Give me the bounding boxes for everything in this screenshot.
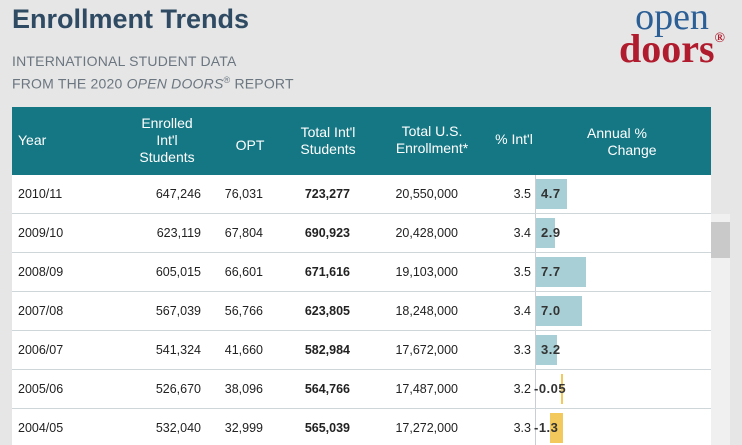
logo-open-text: open — [635, 0, 709, 38]
annual-change-label: -1.3 — [534, 420, 559, 435]
annual-change-cell: -1.3 — [534, 409, 710, 445]
annual-change-cell: 7.0 — [535, 292, 710, 330]
annual-change-cell: 3.2 — [535, 331, 710, 369]
open-doors-logo[interactable]: open doors® — [612, 0, 732, 72]
total-us-cell: 18,248,000 — [395, 304, 458, 318]
table-row: 2009/10 623,119 67,804 690,923 20,428,000 3.4… — [12, 214, 711, 253]
annual-change-cell: 4.7 — [535, 175, 710, 213]
table-row: 2010/11 647,246 76,031 723,277 20,550,000 3.5… — [12, 175, 711, 214]
annual-change-label: -0.05 — [534, 381, 567, 396]
opt-cell: 67,804 — [224, 226, 263, 240]
opt-cell: 38,096 — [224, 382, 263, 396]
enrolled-cell: 532,040 — [155, 421, 201, 435]
logo-doors-text: doors® — [618, 26, 726, 72]
year-cell: 2006/07 — [18, 343, 64, 357]
header-total-intl: Total Int'l Students — [300, 124, 356, 157]
enrolled-cell: 647,246 — [155, 187, 201, 201]
annual-change-bar — [550, 413, 563, 443]
header-opt: OPT — [235, 137, 265, 153]
annual-change-bar — [536, 257, 587, 287]
total-us-cell: 20,550,000 — [395, 187, 458, 201]
pct-intl-cell: 3.4 — [513, 226, 531, 240]
total-intl-cell: 723,277 — [304, 187, 350, 201]
annual-change-bar — [536, 179, 567, 209]
annual-change-bar — [536, 335, 557, 365]
total-us-cell: 19,103,000 — [395, 265, 458, 279]
total-us-cell: 17,487,000 — [395, 382, 458, 396]
total-intl-cell: 690,923 — [304, 226, 350, 240]
annual-change-label: 3.2 — [541, 342, 561, 357]
opt-cell: 56,766 — [224, 304, 263, 318]
table-header: Year Enrolled Int'l Students OPT Total I… — [12, 107, 711, 175]
pct-intl-cell: 3.5 — [513, 187, 531, 201]
annual-change-bar — [536, 296, 582, 326]
pct-intl-cell: 3.3 — [513, 343, 531, 357]
header-annual-change: Annual % Change — [587, 125, 657, 158]
annual-change-bar — [561, 374, 563, 404]
annual-change-label: 4.7 — [541, 186, 561, 201]
header-year: Year — [18, 132, 47, 148]
year-cell: 2004/05 — [18, 421, 64, 435]
opt-cell: 41,660 — [224, 343, 263, 357]
header-pct-intl: % Int'l — [495, 131, 533, 147]
year-cell: 2005/06 — [18, 382, 64, 396]
year-cell: 2010/11 — [18, 187, 63, 201]
header-total-us: Total U.S. Enrollment* — [395, 123, 469, 156]
page-subtitle: INTERNATIONAL STUDENT DATA FROM THE 2020… — [12, 52, 294, 94]
subtitle-line-2: FROM THE 2020 OPEN DOORS® REPORT — [12, 71, 294, 94]
annual-change-cell: -0.05 — [534, 370, 710, 408]
opt-cell: 32,999 — [224, 421, 263, 435]
subtitle-report-name: OPEN DOORS — [126, 75, 224, 92]
enrolled-cell: 526,670 — [155, 382, 201, 396]
pct-intl-cell: 3.2 — [513, 382, 531, 396]
table-row: 2008/09 605,015 66,601 671,616 19,103,000 3.5… — [12, 253, 711, 292]
table-row: 2005/06 526,670 38,096 564,766 17,487,000 3.2… — [12, 370, 711, 409]
vertical-scrollbar[interactable] — [711, 214, 730, 445]
annual-change-cell: 2.9 — [535, 214, 710, 252]
annual-change-bar — [536, 218, 555, 248]
year-cell: 2009/10 — [18, 226, 64, 240]
opt-cell: 76,031 — [224, 187, 263, 201]
opt-cell: 66,601 — [224, 265, 263, 279]
subtitle-registered-mark: ® — [223, 75, 231, 85]
total-intl-cell: 623,805 — [304, 304, 350, 318]
annual-change-label: 2.9 — [541, 225, 561, 240]
enrolled-cell: 623,119 — [156, 226, 201, 240]
enrolled-cell: 567,039 — [155, 304, 201, 318]
total-intl-cell: 671,616 — [304, 265, 350, 279]
annual-change-cell: 7.7 — [535, 253, 710, 291]
pct-intl-cell: 3.4 — [513, 304, 531, 318]
total-intl-cell: 564,766 — [304, 382, 350, 396]
page-title: Enrollment Trends — [12, 4, 250, 34]
annual-change-label: 7.7 — [541, 264, 561, 279]
pct-intl-cell: 3.5 — [513, 265, 531, 279]
subtitle-line-1: INTERNATIONAL STUDENT DATA — [12, 53, 237, 69]
header-enrolled: Enrolled Int'l Students — [139, 115, 195, 165]
annual-change-label: 7.0 — [541, 303, 561, 318]
table-row: 2007/08 567,039 56,766 623,805 18,248,000 3.4… — [12, 292, 711, 331]
subtitle-prefix: FROM THE 2020 — [12, 75, 123, 92]
subtitle-suffix: REPORT — [234, 75, 294, 92]
total-us-cell: 17,672,000 — [395, 343, 458, 357]
total-intl-cell: 565,039 — [304, 421, 350, 435]
pct-intl-cell: 3.3 — [513, 421, 531, 435]
enrolled-cell: 541,324 — [155, 343, 201, 357]
enrolled-cell: 605,015 — [155, 265, 201, 279]
total-us-cell: 20,428,000 — [395, 226, 458, 240]
year-cell: 2008/09 — [18, 265, 64, 279]
table-row: 2006/07 541,324 41,660 582,984 17,672,000 3.3… — [12, 331, 711, 370]
total-us-cell: 17,272,000 — [395, 421, 458, 435]
enrollment-table: Year Enrolled Int'l Students OPT Total I… — [12, 107, 711, 445]
table-row: 2004/05 532,040 32,999 565,039 17,272,000 3.3… — [12, 409, 711, 445]
total-intl-cell: 582,984 — [304, 343, 350, 357]
year-cell: 2007/08 — [18, 304, 64, 318]
scrollbar-thumb[interactable] — [711, 222, 730, 258]
